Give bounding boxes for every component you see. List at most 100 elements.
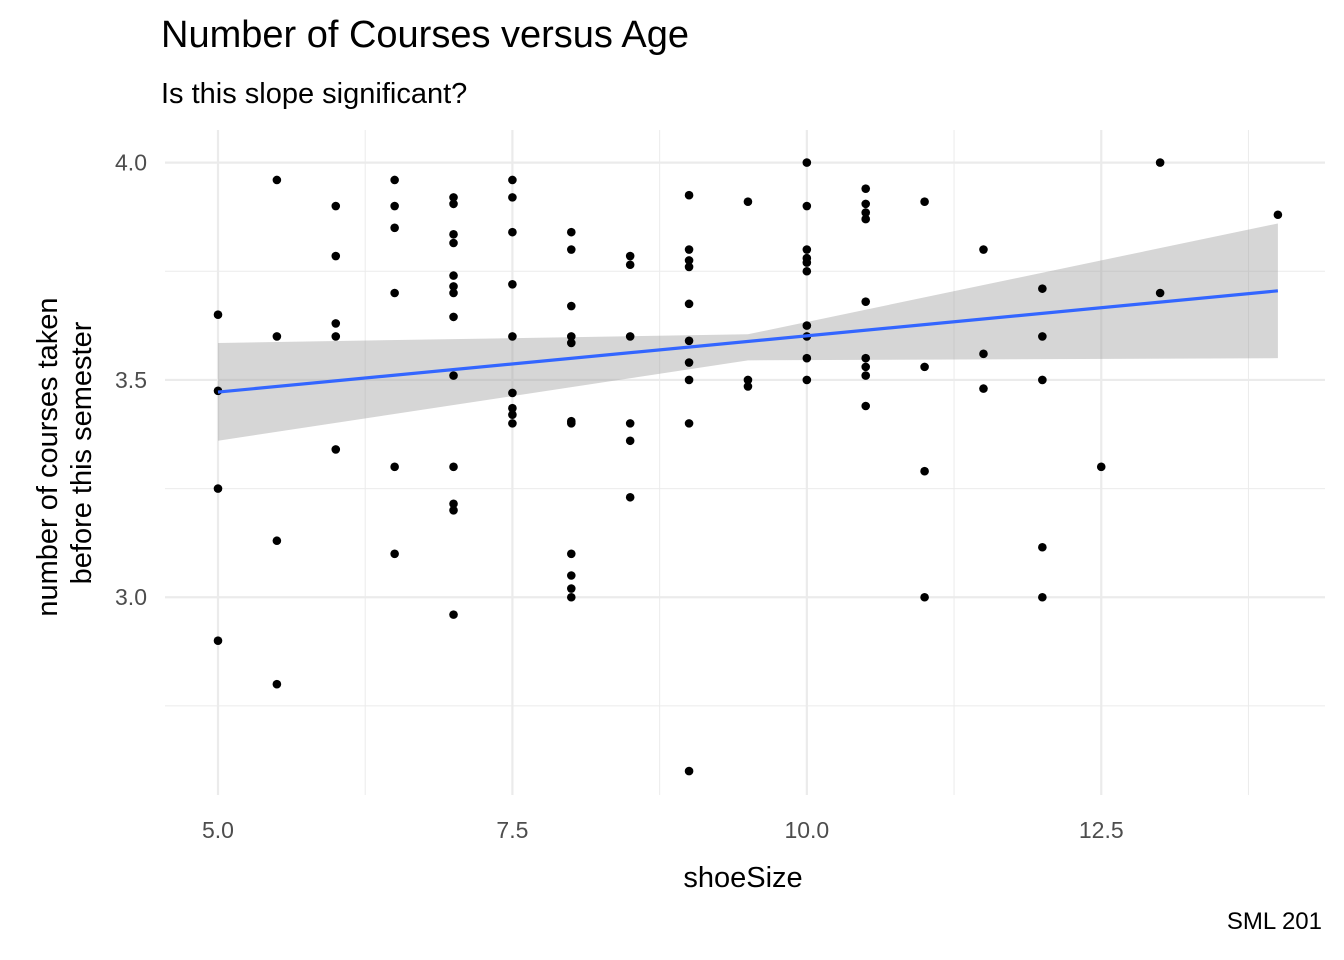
data-point <box>625 419 635 428</box>
data-point <box>1155 158 1165 167</box>
data-point <box>449 506 458 515</box>
fit-line-layer <box>217 289 1279 394</box>
data-point <box>566 592 576 602</box>
chart-caption: SML 201 <box>1226 908 1322 935</box>
data-point <box>802 266 812 276</box>
data-point <box>684 419 694 428</box>
y-tick-labels: 3.0 3.5 4.0 <box>115 150 147 611</box>
data-point <box>802 353 812 363</box>
data-point <box>861 208 871 217</box>
data-point <box>508 332 517 341</box>
data-point <box>861 297 871 306</box>
data-point <box>802 321 812 330</box>
data-point <box>390 288 399 298</box>
y-axis-title-line-2: before this semester <box>66 321 98 584</box>
data-point <box>684 336 694 346</box>
data-point <box>449 193 458 202</box>
chart-subtitle: Is this slope significant? <box>161 78 468 110</box>
data-point <box>920 592 929 602</box>
data-point <box>566 245 576 254</box>
data-point <box>508 388 517 398</box>
y-tick-label: 3.5 <box>115 367 147 393</box>
data-point <box>1038 542 1047 552</box>
data-point <box>743 382 753 391</box>
data-point <box>920 362 929 372</box>
x-tick-labels: 5.0 7.5 10.0 12.5 <box>202 817 1124 843</box>
data-point <box>1038 332 1047 341</box>
data-point <box>449 462 458 472</box>
grid-major <box>165 130 1325 795</box>
data-point <box>449 610 458 619</box>
data-point <box>1038 375 1047 385</box>
data-point <box>684 256 694 265</box>
data-point <box>390 175 399 185</box>
data-point <box>920 466 929 476</box>
data-point <box>684 766 694 776</box>
data-point <box>802 375 812 385</box>
data-point <box>566 549 576 559</box>
data-point <box>390 549 399 559</box>
data-point <box>390 462 399 472</box>
data-point <box>390 201 399 211</box>
confidence-band <box>217 223 1278 441</box>
data-point <box>331 319 341 328</box>
fit-line <box>217 289 1279 394</box>
data-point <box>508 175 517 185</box>
data-point <box>861 199 871 209</box>
data-point <box>625 260 635 270</box>
data-point <box>1155 288 1165 298</box>
data-point <box>920 197 929 207</box>
points-layer <box>213 158 1283 776</box>
data-point <box>861 371 871 380</box>
data-point <box>684 375 694 385</box>
data-point <box>566 227 576 237</box>
data-point <box>449 312 458 322</box>
data-point <box>684 190 694 200</box>
data-point <box>331 332 341 341</box>
data-point <box>331 445 341 454</box>
data-point <box>272 536 282 546</box>
data-point <box>331 251 341 261</box>
data-point <box>449 288 458 298</box>
data-point <box>625 436 635 446</box>
data-point <box>449 230 458 239</box>
y-axis-title: number of courses taken before this seme… <box>32 289 98 616</box>
data-point <box>861 353 871 363</box>
data-point <box>861 214 871 224</box>
data-point <box>331 201 341 211</box>
data-point <box>1273 210 1283 220</box>
data-point <box>508 279 517 289</box>
data-point <box>566 338 576 348</box>
data-point <box>625 251 635 261</box>
data-point <box>272 332 282 341</box>
x-tick-label: 10.0 <box>784 817 829 843</box>
data-point <box>861 184 871 193</box>
data-point <box>979 245 988 254</box>
data-point <box>566 571 576 580</box>
grid-minor <box>165 130 1325 795</box>
data-point <box>861 362 871 372</box>
data-point <box>272 679 282 689</box>
data-point <box>390 223 399 233</box>
x-axis-title: shoeSize <box>683 862 802 894</box>
data-point <box>272 175 282 185</box>
data-point <box>625 492 635 502</box>
data-point <box>684 245 694 254</box>
data-point <box>684 299 694 309</box>
data-point <box>802 201 812 211</box>
data-point <box>802 158 812 167</box>
data-point <box>449 371 458 380</box>
y-tick-label: 4.0 <box>115 150 147 176</box>
data-point <box>802 258 812 267</box>
data-point <box>861 401 871 411</box>
data-point <box>508 419 517 428</box>
data-point <box>508 403 517 413</box>
data-point <box>1038 592 1047 602</box>
data-point <box>1038 284 1047 293</box>
data-point <box>979 384 988 393</box>
data-point <box>566 332 576 341</box>
data-point <box>213 310 223 320</box>
data-point <box>213 484 223 493</box>
x-tick-label: 7.5 <box>496 817 528 843</box>
data-point <box>743 375 753 385</box>
